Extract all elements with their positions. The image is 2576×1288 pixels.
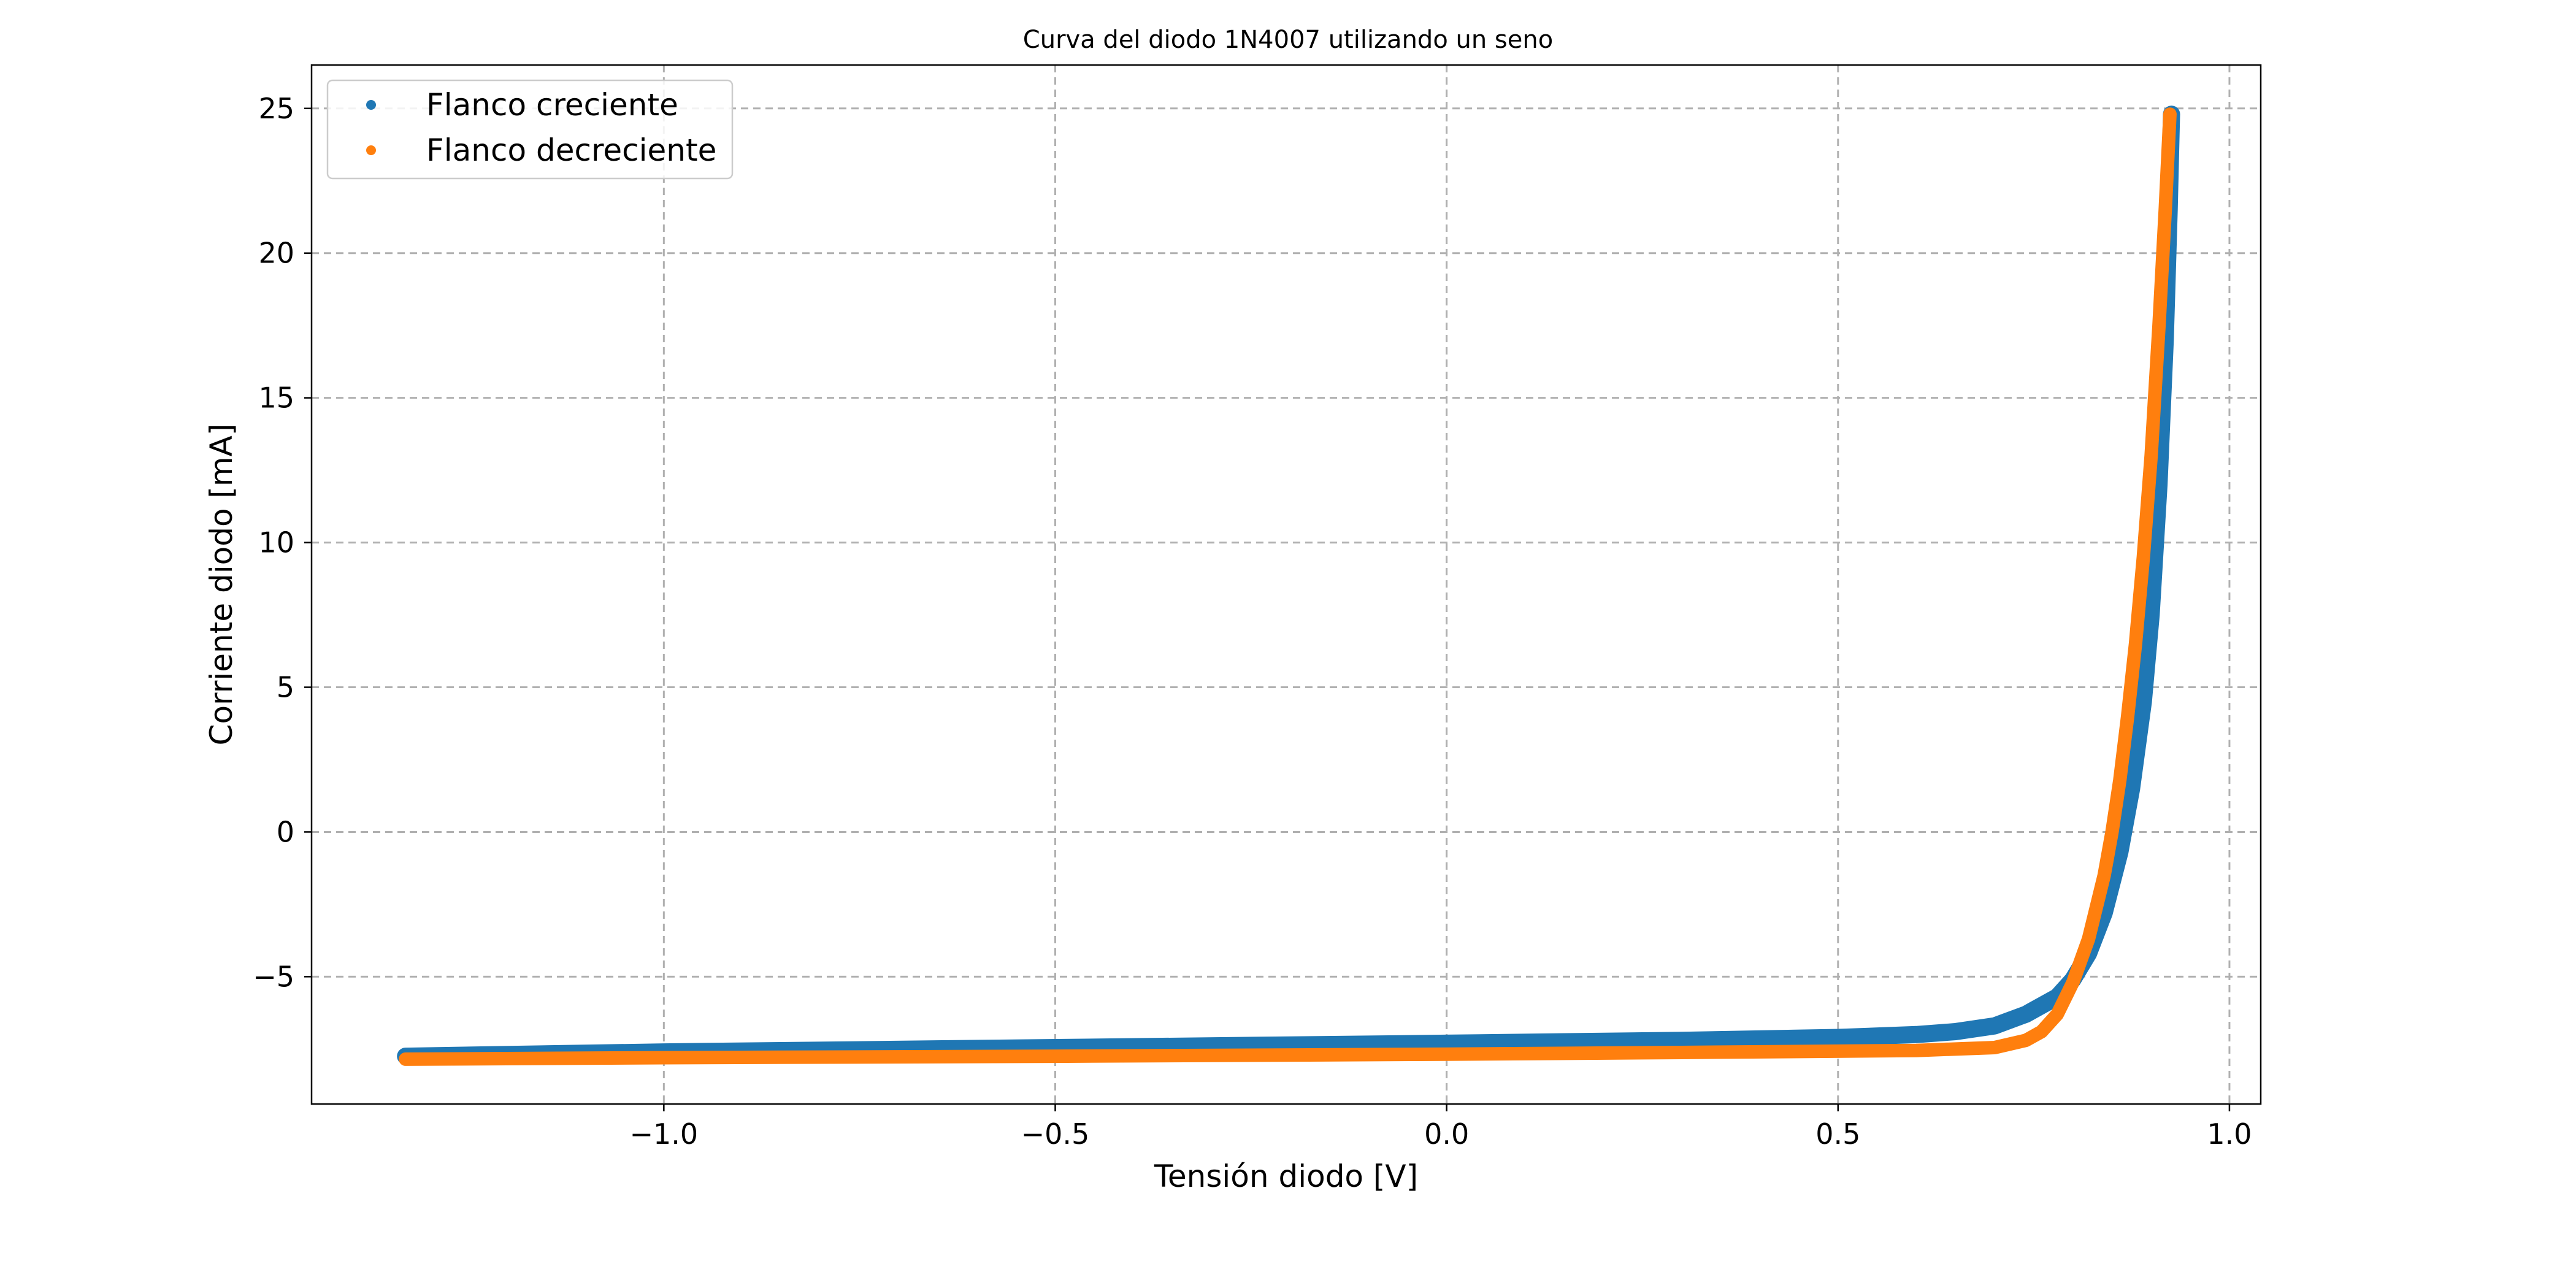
y-tick-label: 15 xyxy=(258,381,294,415)
series-flanco-creciente xyxy=(397,105,2180,1065)
chart-title: Curva del diodo 1N4007 utilizando un sen… xyxy=(1023,26,1553,54)
series-flanco-decreciente xyxy=(399,107,2177,1066)
y-tick-label: 20 xyxy=(258,237,294,270)
grid xyxy=(312,65,2261,1104)
y-tick-label: 10 xyxy=(258,526,294,559)
series-layer xyxy=(397,105,2180,1066)
legend-box xyxy=(326,79,734,180)
x-tick-label: 0.0 xyxy=(1424,1117,1469,1151)
x-tick-label: −0.5 xyxy=(1021,1117,1090,1151)
y-tick-label: −5 xyxy=(253,960,294,993)
x-tick-label: 0.5 xyxy=(1815,1117,1860,1151)
plot-frame xyxy=(310,64,2262,1105)
x-tick-label: −1.0 xyxy=(629,1117,698,1151)
x-axis-ticks: −1.0 −0.5 0.0 0.5 1.0 xyxy=(629,1104,2252,1151)
legend-marker-flanco-creciente xyxy=(366,100,376,110)
y-tick-label: 5 xyxy=(277,671,294,704)
y-axis-ticks: −5 0 5 10 15 20 25 xyxy=(253,92,312,993)
y-axis-label: Corriente diodo [mA] xyxy=(204,424,239,746)
x-axis-label: Tensión diodo [V] xyxy=(1154,1159,1418,1194)
legend-label-flanco-creciente: Flanco creciente xyxy=(426,87,678,123)
legend: Flanco creciente Flanco decreciente xyxy=(326,79,734,180)
y-tick-label: 25 xyxy=(258,92,294,125)
y-tick-label: 0 xyxy=(277,815,294,848)
x-tick-label: 1.0 xyxy=(2207,1117,2252,1151)
legend-marker-flanco-decreciente xyxy=(366,145,376,155)
legend-label-flanco-decreciente: Flanco decreciente xyxy=(426,132,716,168)
